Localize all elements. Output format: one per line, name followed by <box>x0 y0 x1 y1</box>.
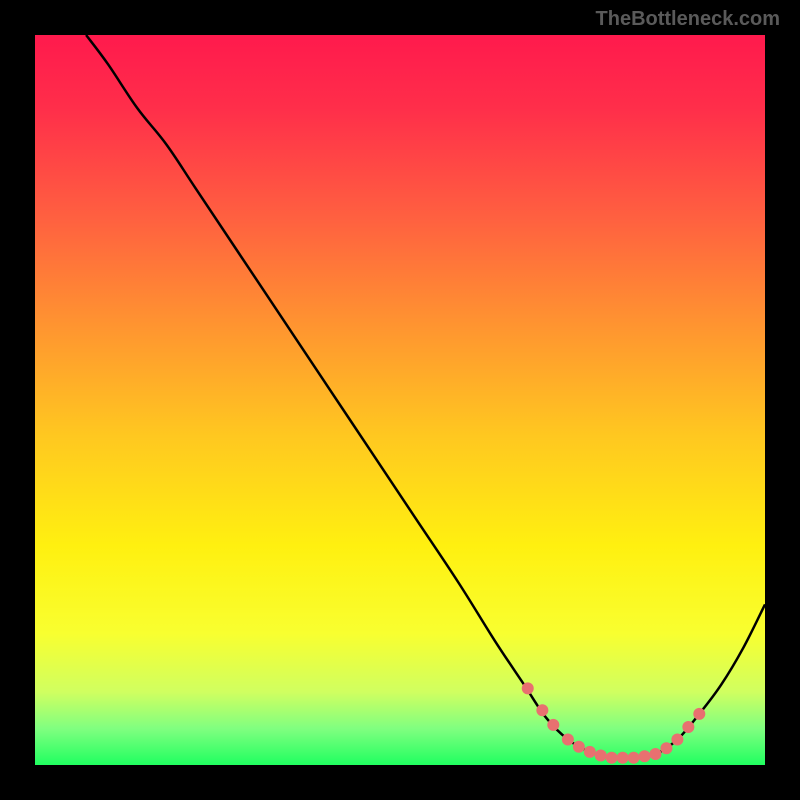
data-marker <box>682 721 694 733</box>
data-marker <box>573 741 585 753</box>
data-marker <box>562 733 574 745</box>
data-marker <box>671 733 683 745</box>
data-marker <box>693 708 705 720</box>
gradient-background <box>35 35 765 765</box>
data-marker <box>595 750 607 762</box>
data-marker <box>606 752 618 764</box>
plot-area <box>35 35 765 765</box>
data-marker <box>617 752 629 764</box>
data-marker <box>660 742 672 754</box>
data-marker <box>628 752 640 764</box>
data-marker <box>650 748 662 760</box>
chart-svg <box>35 35 765 765</box>
data-marker <box>639 750 651 762</box>
chart-container: TheBottleneck.com <box>0 0 800 800</box>
data-marker <box>522 682 534 694</box>
data-marker <box>536 704 548 716</box>
data-marker <box>584 746 596 758</box>
watermark-text: TheBottleneck.com <box>596 8 780 31</box>
data-marker <box>547 719 559 731</box>
